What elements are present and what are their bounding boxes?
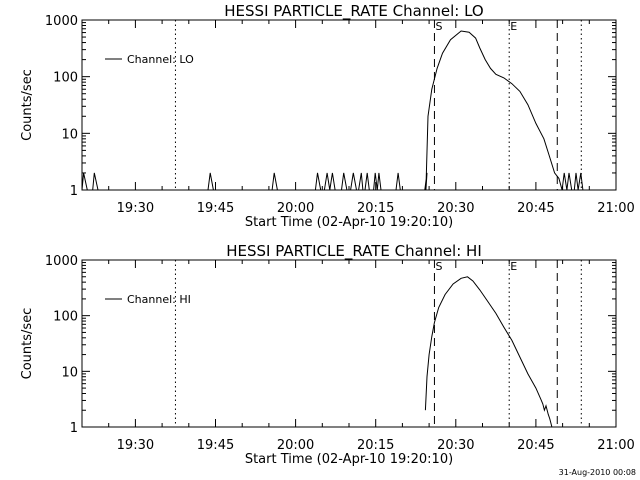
x-tick-label: 20:45 (517, 201, 554, 216)
legend-label: Channel: HI (127, 293, 191, 306)
x-tick-label: 19:30 (117, 201, 154, 216)
chart-panel-2: HESSI PARTICLE_RATE Channel: HI 19:30 19:4… (20, 242, 635, 467)
plot-frame (81, 19, 617, 191)
x-tick-label: 19:45 (197, 438, 234, 453)
x-tick-label: 19:30 (117, 438, 154, 453)
marker-label-s: S (435, 260, 442, 273)
plot-timestamp: 31-Aug-2010 00:08 (558, 468, 636, 477)
y-axis-label: Counts/sec (20, 308, 35, 380)
y-tick-label: 100 (53, 310, 78, 325)
marker-label-e: E (510, 260, 517, 273)
x-tick-label: 21:00 (597, 438, 634, 453)
y-axis-label: Counts/sec (20, 69, 35, 141)
y-tick-label: 10 (61, 127, 78, 142)
series-line-1 (81, 30, 584, 191)
x-tick-label: 20:45 (517, 438, 554, 453)
x-tick-label: 20:30 (437, 438, 474, 453)
x-axis-label: Start Time (02-Apr-10 19:20:10) (245, 452, 453, 467)
x-tick-label: 20:15 (357, 438, 394, 453)
x-axis-label: Start Time (02-Apr-10 19:20:10) (245, 215, 453, 230)
y-tick-label: 100 (53, 71, 78, 86)
y-tick-label: 1 (70, 421, 78, 436)
y-tick-label: 1000 (45, 14, 78, 29)
series-line-1 (424, 276, 553, 428)
y-tick-label: 1000 (45, 254, 78, 269)
y-tick-label: 1 (70, 184, 78, 199)
x-tick-label: 20:00 (277, 438, 314, 453)
marker-label-e: E (510, 20, 517, 33)
chart-title: HESSI PARTICLE_RATE Channel: LO (224, 2, 483, 21)
y-tick-label: 10 (61, 365, 78, 380)
x-tick-label: 20:15 (357, 201, 394, 216)
marker-label-s: S (435, 20, 442, 33)
legend-label: Channel: LO (127, 53, 194, 66)
chart-title: HESSI PARTICLE_RATE Channel: HI (226, 242, 482, 261)
chart-panel-1: HESSI PARTICLE_RATE Channel: LO 19:30 19:4… (20, 2, 635, 230)
plot-frame (81, 259, 617, 428)
x-tick-label: 20:00 (277, 201, 314, 216)
x-tick-label: 20:30 (437, 201, 474, 216)
x-tick-label: 21:00 (597, 201, 634, 216)
x-tick-label: 19:45 (197, 201, 234, 216)
